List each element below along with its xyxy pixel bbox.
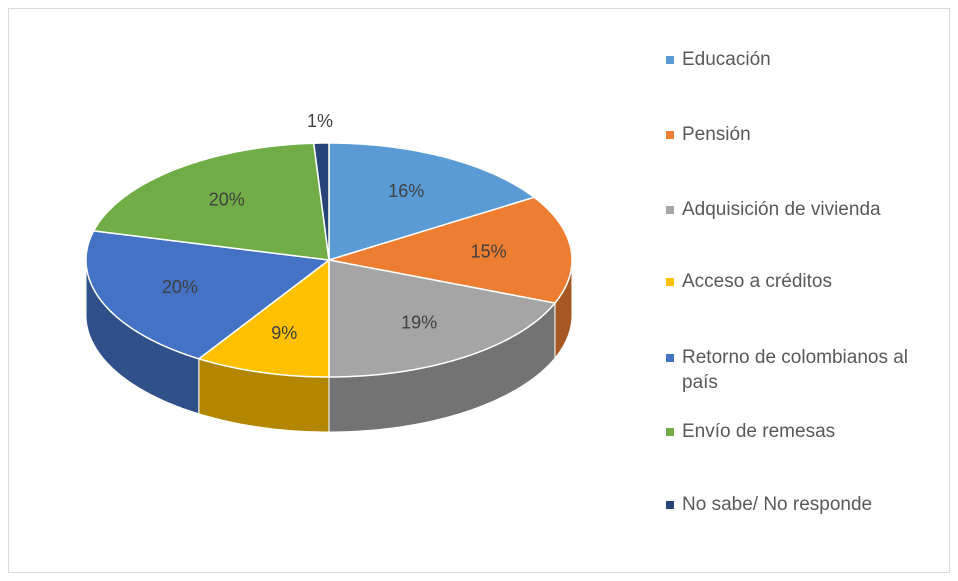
legend-label: Adquisición de vivienda <box>682 199 881 220</box>
legend-swatch <box>666 278 674 286</box>
legend-label: Acceso a créditos <box>682 271 832 292</box>
data-label: 19% <box>401 313 437 333</box>
pie-sides <box>85 259 573 433</box>
legend-label: Retorno de colombianos al país <box>682 347 909 393</box>
slice <box>92 142 330 261</box>
data-label: 16% <box>388 181 424 201</box>
legend-label: Pensión <box>682 124 751 145</box>
legend-label: Envío de remesas <box>682 421 836 442</box>
slice <box>328 259 557 378</box>
legend-item: Acceso a créditos <box>666 269 946 294</box>
data-label: 15% <box>471 241 507 261</box>
legend-item: No sabe/ No responde <box>666 492 946 517</box>
legend-swatch <box>666 206 674 214</box>
data-labels: 16% 15% 19% 9% 20% 20% 1% <box>162 111 507 343</box>
legend-swatch <box>666 428 674 436</box>
legend-swatch <box>666 56 674 64</box>
data-label: 9% <box>271 323 297 343</box>
data-label: 20% <box>209 189 245 209</box>
slice <box>197 258 330 378</box>
chart-border <box>8 8 950 573</box>
legend-item: Pensión <box>666 122 946 147</box>
data-label: 20% <box>162 277 198 297</box>
slice <box>312 142 330 261</box>
legend-item: Educación <box>666 47 946 72</box>
pie-tops <box>85 142 573 378</box>
legend-item: Retorno de colombianos al país <box>666 345 946 395</box>
legend-swatch <box>666 354 674 362</box>
legend-swatch <box>666 501 674 509</box>
slice <box>328 196 573 304</box>
slice <box>85 230 331 360</box>
legend-item: Envío de remesas <box>666 419 946 444</box>
data-label: 1% <box>307 111 333 131</box>
slice <box>328 142 536 262</box>
legend-label: No sabe/ No responde <box>682 494 873 515</box>
legend-label: Educación <box>682 49 771 70</box>
legend-item: Adquisición de vivienda <box>666 197 946 222</box>
legend-swatch <box>666 131 674 139</box>
